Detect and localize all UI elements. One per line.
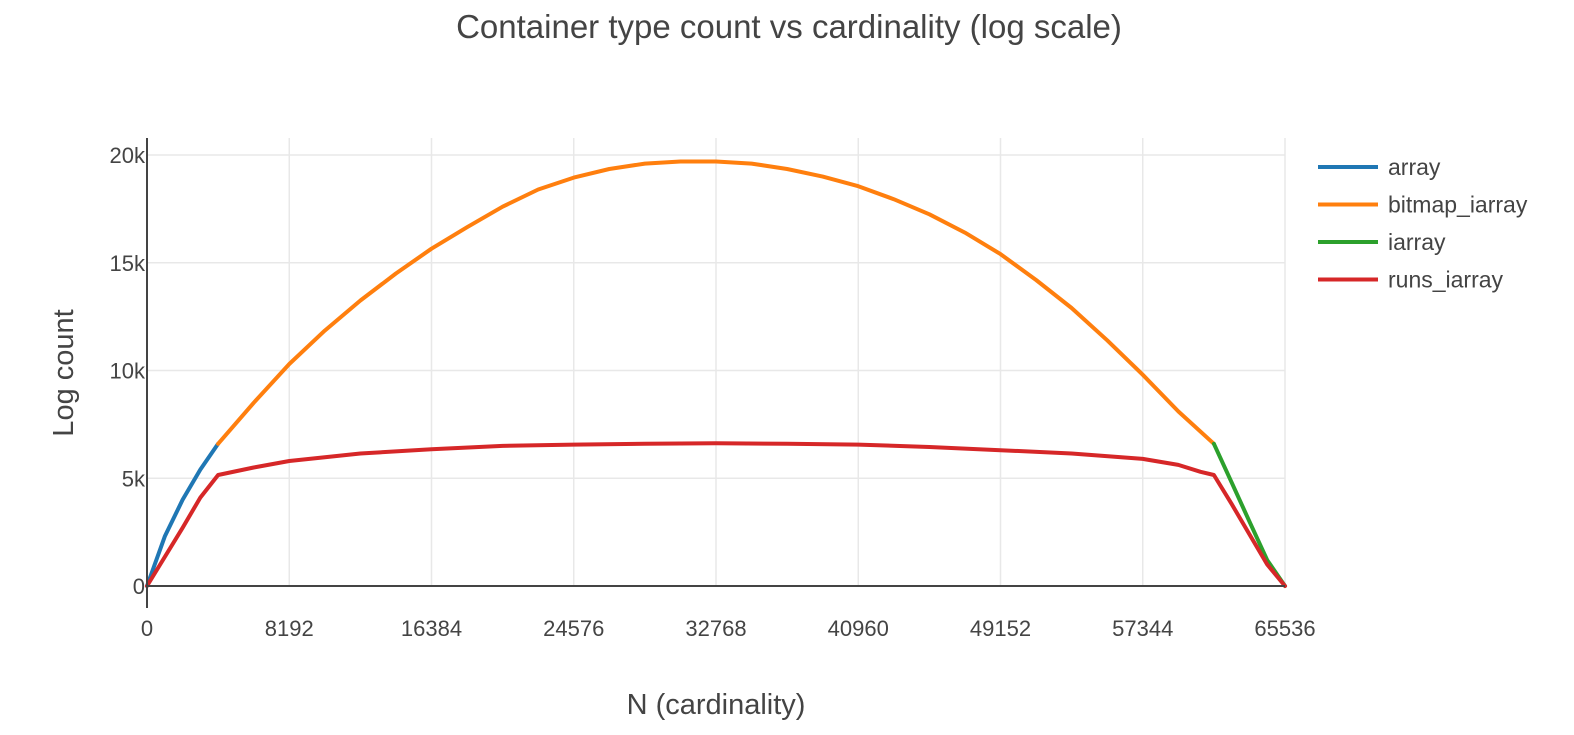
legend-label-array: array: [1388, 154, 1441, 180]
x-tick-label: 24576: [543, 616, 604, 641]
series-line-iarray: [1211, 441, 1287, 588]
y-axis-title: Log count: [48, 309, 80, 436]
legend-label-iarray: iarray: [1388, 229, 1446, 255]
x-tick-label: 16384: [401, 616, 462, 641]
y-tick-label: 10k: [110, 359, 146, 384]
series-line-bitmap-iarray: [216, 159, 1216, 446]
grid: [147, 138, 1286, 586]
legend-label-runs-iarray: runs_iarray: [1388, 267, 1504, 293]
chart-title: Container type count vs cardinality (log…: [456, 8, 1122, 45]
x-tick-label: 65536: [1254, 616, 1315, 641]
plot-lines: [145, 159, 1287, 588]
x-tick-label: 32768: [685, 616, 746, 641]
x-tick-label: 40960: [828, 616, 889, 641]
x-tick-label: 57344: [1112, 616, 1173, 641]
x-axis-title: N (cardinality): [627, 689, 806, 721]
series-line-runs-iarray: [145, 441, 1287, 588]
x-tick-label: 0: [141, 616, 153, 641]
x-tick-label: 49152: [970, 616, 1031, 641]
y-tick-label: 15k: [110, 251, 146, 276]
y-tick-labels: 0 5k 10k 15k 20k: [110, 143, 146, 599]
series-line-array: [145, 441, 221, 588]
y-tick-label: 5k: [122, 466, 146, 491]
axes: [146, 138, 1285, 608]
y-tick-label: 0: [133, 574, 145, 599]
x-tick-label: 8192: [265, 616, 314, 641]
x-tick-labels: 0 8192 16384 24576 32768 40960 49152 57344 65536: [141, 616, 1316, 641]
legend-label-bitmap-iarray: bitmap_iarray: [1388, 192, 1528, 218]
y-tick-label: 20k: [110, 143, 146, 168]
